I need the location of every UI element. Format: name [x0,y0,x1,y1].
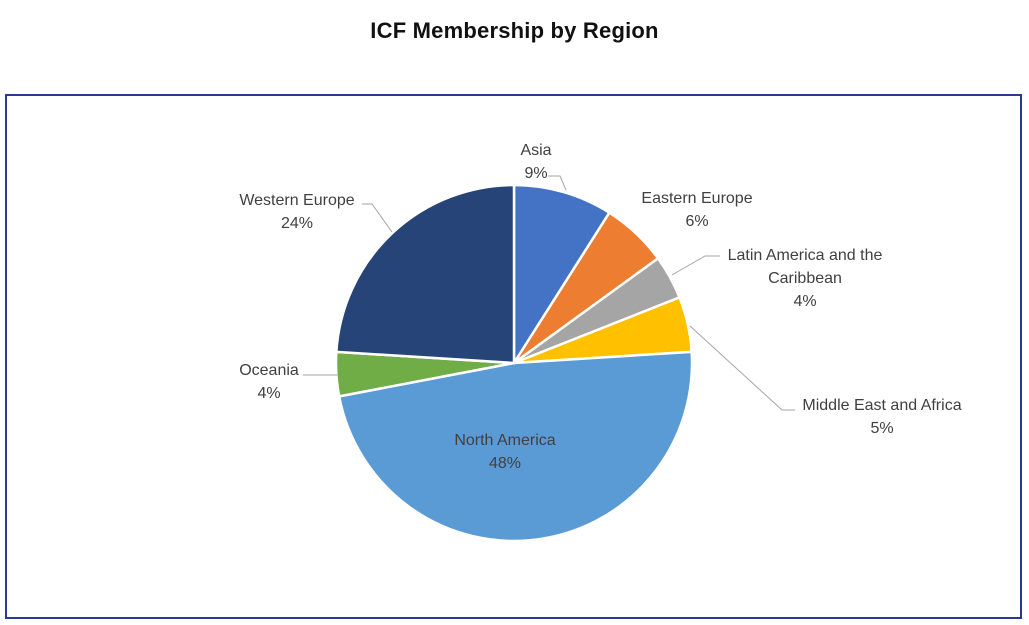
leader-lines [303,175,795,411]
slice-percent-north-america: 48% [489,455,521,472]
slice-percent-latin-america-and-the-caribbean: 4% [793,293,816,310]
chart-title: ICF Membership by Region [370,18,659,43]
slice-percent-asia: 9% [524,165,547,182]
slice-north-america [337,350,694,543]
slice-label-oceania: Oceania 4% [239,362,299,402]
slice-label-asia: Asia 9% [520,142,551,182]
slice-labels: Asia 9% Eastern Europe 6% Latin America and … [239,142,961,472]
leader-line-asia [548,175,567,191]
slice-label-north-america: North America 48% [454,432,555,472]
slice-percent-middle-east-and-africa: 5% [870,420,893,437]
slice-percent-western-europe: 24% [281,215,313,232]
pie-slices [334,183,694,543]
leader-line-latin-america-and-the-caribbean [671,255,720,276]
leader-line-middle-east-and-africa [689,325,795,411]
leader-line-western-europe [362,203,393,233]
slice-label-latin-america-and-the-caribbean: Latin America and the Caribbean 4% [728,247,883,310]
slice-label-western-europe: Western Europe 24% [239,192,354,232]
slice-percent-oceania: 4% [257,385,280,402]
slice-asia [512,183,611,365]
slice-label-eastern-europe: Eastern Europe 6% [641,190,752,230]
slice-percent-eastern-europe: 6% [685,213,708,230]
slice-western-europe [335,183,516,365]
slice-label-middle-east-and-africa: Middle East and Africa 5% [802,397,961,437]
